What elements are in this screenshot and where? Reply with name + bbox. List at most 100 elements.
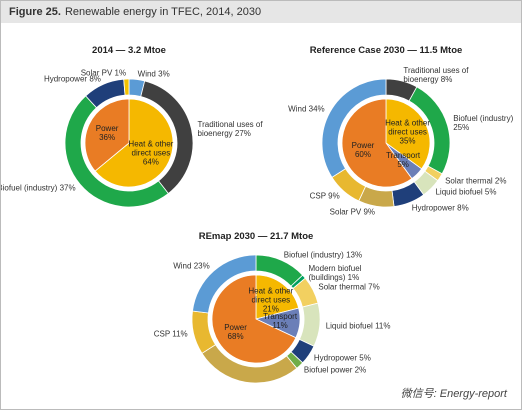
header: Figure 25. Renewable energy in TFEC, 2014…: [1, 1, 521, 23]
inner-segment: [385, 98, 431, 170]
value-label: 11%: [172, 329, 188, 339]
inner-segment: [341, 98, 413, 188]
value-label: 3%: [158, 69, 170, 79]
segment-label: Biofuel (industry) 13%: [284, 250, 362, 259]
value-label: 36%: [99, 132, 116, 142]
value-label: 68%: [227, 331, 244, 341]
value-label: 11%: [375, 321, 391, 331]
value-label: 23%: [193, 261, 210, 271]
segment-label: Wind 34%: [288, 105, 324, 114]
segment-name: Solar PV: [329, 207, 362, 217]
outer-segment: [123, 78, 130, 96]
segment-name: Biofuel (industry): [283, 250, 344, 260]
figure-title: Renewable energy in TFEC, 2014, 2030: [64, 6, 262, 18]
value-label: 25%: [453, 123, 470, 133]
segment-label: Biofuel (industry) 25%: [453, 114, 521, 132]
segment-label: Modern biofuel (buildings) 1%: [309, 264, 391, 282]
segment-label: CSP 9%: [310, 191, 340, 200]
segment-name: Liquid biofuel: [325, 321, 373, 331]
segment-name: Heat & other direct uses: [385, 118, 430, 137]
value-label: 8%: [440, 75, 453, 85]
value-label: 11%: [272, 321, 288, 331]
inner-segment: [255, 274, 300, 320]
value-label: 35%: [399, 136, 416, 146]
value-label: 60%: [354, 150, 371, 160]
segment-name: Wind: [288, 104, 307, 114]
value-label: 8%: [457, 203, 469, 213]
segment-name: Solar PV: [80, 68, 113, 78]
segment-name: Heat & other direct uses: [248, 286, 294, 305]
segment-label: Traditional uses of bioenergy 27%: [198, 120, 280, 138]
value-label: 34%: [308, 104, 325, 114]
segment-name: Wind: [173, 261, 192, 271]
segment-name: Hydropower: [411, 203, 455, 213]
segment-name: Hydropower: [313, 353, 358, 363]
value-label: 8%: [89, 74, 101, 84]
value-label: 2%: [354, 365, 367, 375]
value-label: 13%: [346, 250, 363, 260]
value-label: 9%: [328, 191, 340, 200]
segment-label: CSP 11%: [154, 330, 188, 339]
value-label: 1%: [347, 272, 360, 282]
segment-name: Traditional uses of bioenergy: [403, 66, 469, 85]
segment-label: Wind 3%: [138, 69, 170, 78]
chart-title: REmap 2030 — 21.7 Mtoe: [198, 231, 314, 242]
segment-name: CSP: [309, 191, 326, 200]
figure-label: Figure 25.: [9, 6, 61, 18]
segment-label: Biofuel power 2%: [304, 366, 366, 375]
segment-label: Liquid biofuel 11%: [326, 321, 391, 330]
segment-name: Traditional uses of bioenergy: [197, 119, 263, 138]
value-label: 21%: [262, 304, 279, 314]
segment-name: Biofuel power: [303, 365, 353, 375]
inner-label: Transport 11%: [256, 312, 304, 330]
inner-label: Power 60%: [339, 141, 387, 159]
segment-label: Hydropower 8%: [412, 204, 469, 213]
value-label: 5%: [397, 160, 409, 170]
outer-segment: [192, 254, 257, 314]
inner-label: Transport 5%: [379, 151, 427, 169]
value-label: 5%: [484, 187, 497, 197]
inner-segment: [211, 274, 297, 364]
segment-label: Solar PV 1%: [81, 69, 126, 78]
value-label: 64%: [142, 157, 159, 167]
segment-label: Wind 23%: [173, 262, 209, 271]
segment-name: Solar thermal: [318, 282, 366, 292]
segment-name: Biofuel (industry): [0, 183, 58, 193]
inner-segment: [94, 98, 174, 188]
value-label: 9%: [363, 207, 376, 217]
value-label: 7%: [368, 282, 380, 292]
value-label: 1%: [114, 68, 127, 78]
segment-name: Power: [351, 141, 375, 151]
value-label: 5%: [359, 353, 371, 363]
watermark: 微信号: Energy-report: [400, 388, 507, 400]
segment-name: Power: [95, 123, 119, 133]
segment-name: Transport: [386, 151, 421, 161]
inner-label: Power 68%: [212, 323, 260, 341]
segment-label: Hydropower 8%: [44, 74, 101, 83]
segment-label: Hydropower 5%: [314, 354, 371, 363]
chart-title: Reference Case 2030 — 11.5 Mtoe: [309, 45, 463, 56]
segment-name: CSP: [153, 329, 171, 339]
value-label: 27%: [234, 128, 251, 138]
value-label: 37%: [59, 183, 76, 193]
segment-label: Biofuel (industry) 37%: [0, 183, 76, 193]
segment-name: Liquid biofuel: [435, 187, 483, 197]
segment-name: Wind: [137, 69, 156, 79]
segment-name: Hydropower: [43, 74, 88, 84]
inner-label: Heat & other direct uses 64%: [127, 140, 175, 167]
segment-name: Solar thermal: [445, 176, 493, 185]
inner-segment: [84, 98, 130, 172]
segment-name: Biofuel (industry): [453, 114, 514, 124]
inner-label: Heat & other direct uses 21%: [247, 286, 295, 313]
segment-name: Modern biofuel (buildings): [308, 263, 362, 282]
segment-label: Traditional uses of bioenergy 8%: [403, 66, 485, 84]
outer-segment: [321, 78, 387, 178]
segment-label: Solar thermal 2%: [445, 176, 506, 185]
value-label: 2%: [494, 176, 507, 185]
segment-name: Power: [224, 322, 247, 332]
segment-name: Transport: [263, 312, 298, 322]
segment-label: Solar PV 9%: [330, 208, 375, 217]
inner-label: Power 36%: [83, 124, 131, 142]
